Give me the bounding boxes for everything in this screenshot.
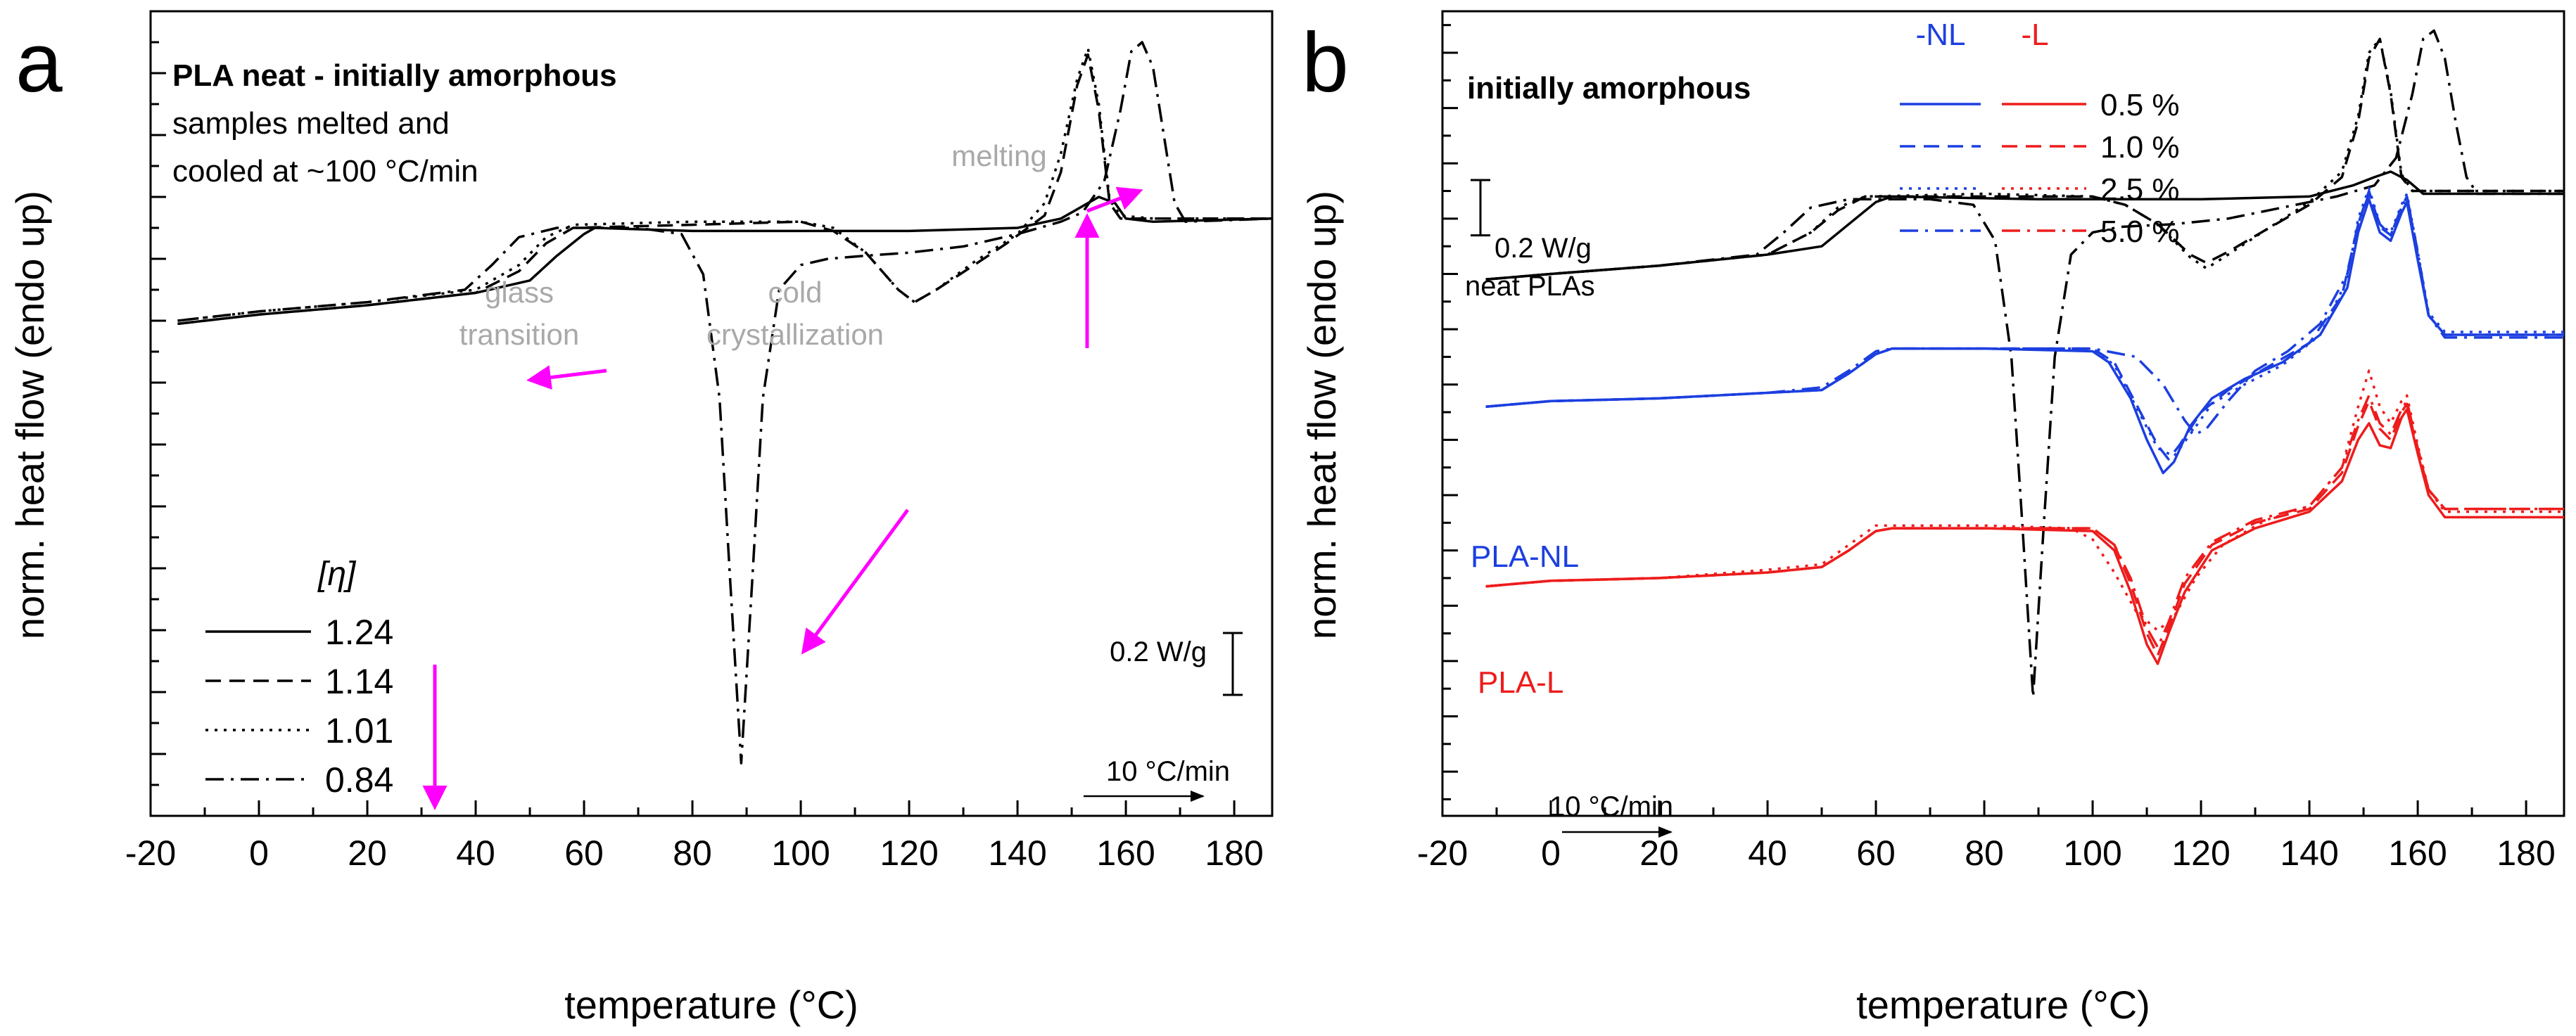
panel-b-series-dotted-10 <box>1485 369 2564 632</box>
panel-a-xtick-label: 120 <box>880 833 938 873</box>
panel-a-ylabel: norm. heat flow (endo up) <box>8 191 52 639</box>
legend-header-nl: -NL <box>1916 18 1966 52</box>
panel-a-series-dashdot-3 <box>177 41 1273 765</box>
panel-b-scale-label: 0.2 W/g <box>1495 233 1592 264</box>
legend-b-level-label: 2.5 % <box>2100 172 2180 207</box>
glass-label-1: glass <box>485 276 554 309</box>
panel-a-subtitle-1: samples melted and <box>172 106 450 141</box>
panel-a-xtick-label: 40 <box>456 833 495 873</box>
panel-b-ticks <box>1441 24 2527 816</box>
glass-label-2: transition <box>459 318 579 351</box>
panel-a-subtitle-2: cooled at ~100 °C/min <box>172 154 478 188</box>
panel-a-ticks <box>149 10 1236 817</box>
panel-a-xtick-label: 20 <box>348 833 387 873</box>
label-neat-plas: neat PLAs <box>1465 271 1595 302</box>
panel-a-xtick-label: 160 <box>1096 833 1155 873</box>
panel-a-series <box>177 41 1273 765</box>
panel-b-scale-bar <box>1471 179 1490 237</box>
panel-b-xtick-label: 140 <box>2280 833 2338 873</box>
melting-label: melting <box>951 139 1046 172</box>
panel-b-xtick-label: 40 <box>1748 833 1787 873</box>
panel-a-rate-label: 10 °C/min <box>1106 756 1230 787</box>
panel-b-xtick-label: 80 <box>1965 833 2004 873</box>
panel-b: b -20 0 20 40 60 80 100 120 140 160 180 initially … <box>1300 10 2565 1027</box>
glass-arrow <box>526 365 607 390</box>
panel-b-series-dashdot-3 <box>1485 29 2564 698</box>
panel-a-xtick-label: 100 <box>771 833 830 873</box>
cold-arrow <box>801 509 910 655</box>
panel-b-frame <box>1441 10 2565 817</box>
panel-b-xtick-label: 0 <box>1541 833 1561 873</box>
legend-b-level-label: 5.0 % <box>2100 215 2180 249</box>
panel-b-xtick-label: 100 <box>2063 833 2121 873</box>
legend-b-level-label: 0.5 % <box>2100 88 2180 122</box>
panel-b-series <box>1485 29 2564 698</box>
legend-title-eta: [η] <box>317 556 357 593</box>
panel-b-series-solid-0 <box>1485 170 2564 281</box>
panel-a-legend: 1.24 1.14 1.01 0.84 <box>205 613 393 800</box>
panel-b-series-solid-4 <box>1485 198 2564 475</box>
panel-a-series-dashed-1 <box>177 53 1272 326</box>
panel-a-title: PLA neat - initially amorphous <box>172 58 617 93</box>
panel-b-legend: 0.5 % 1.0 % 2.5 % 5.0 % <box>1900 88 2180 249</box>
melting-arrow-right <box>1086 186 1143 213</box>
panel-b-series-dashed-9 <box>1485 399 2564 657</box>
panel-b-tick-labels: -20 0 20 40 60 80 100 120 140 160 180 <box>1417 833 2556 873</box>
panel-b-series-dashdot-7 <box>1485 192 2564 436</box>
legend-header-l: -L <box>2021 18 2048 52</box>
legend-a-label: 0.84 <box>325 760 393 800</box>
panel-b-series-solid-8 <box>1485 408 2564 665</box>
panel-a-scale-label: 0.2 W/g <box>1110 637 1207 667</box>
cold-label-2: crystallization <box>706 318 884 351</box>
panel-b-xtick-label: 160 <box>2388 833 2447 873</box>
legend-a-label: 1.01 <box>325 711 393 750</box>
cold-label-1: cold <box>768 276 822 309</box>
panel-a-xtick-label: 140 <box>988 833 1046 873</box>
panel-b-xtick-label: 120 <box>2171 833 2230 873</box>
label-pla-nl: PLA-NL <box>1471 539 1579 574</box>
panel-a-letter: a <box>15 15 63 110</box>
panel-b-xtick-label: 60 <box>1856 833 1896 873</box>
panel-b-series-dashed-1 <box>1485 37 2564 281</box>
label-pla-l: PLA-L <box>1478 665 1563 700</box>
panel-b-xtick-label: -20 <box>1417 833 1468 873</box>
panel-b-xlabel: temperature (°C) <box>1856 983 2150 1027</box>
legend-a-label: 1.14 <box>325 662 393 701</box>
panel-b-letter: b <box>1302 15 1349 110</box>
panel-b-xtick-label: 20 <box>1639 833 1679 873</box>
panel-a: a -20 0 20 40 60 80 100 120 140 160 180 PLA neat -… <box>8 10 1274 1027</box>
legend-a-label: 1.24 <box>325 613 393 652</box>
panel-a-xtick-label: 180 <box>1205 833 1263 873</box>
panel-a-tick-labels: -20 0 20 40 60 80 100 120 140 160 180 <box>125 833 1264 873</box>
panel-a-series-dotted-2 <box>177 47 1272 322</box>
panel-a-xtick-label: -20 <box>125 833 176 873</box>
panel-b-title: initially amorphous <box>1467 71 1751 105</box>
panel-a-xtick-label: 0 <box>249 833 269 873</box>
panel-a-scale-bar <box>1223 632 1243 696</box>
panel-b-ylabel: norm. heat flow (endo up) <box>1300 191 1344 639</box>
panel-a-xtick-label: 80 <box>673 833 712 873</box>
panel-a-xtick-label: 60 <box>564 833 604 873</box>
panel-b-rate-label: 10 °C/min <box>1549 791 1673 822</box>
panel-a-xlabel: temperature (°C) <box>564 983 858 1027</box>
legend-b-level-label: 1.0 % <box>2100 130 2180 165</box>
panel-b-series-dashdot-11 <box>1485 394 2564 648</box>
panel-b-xtick-label: 180 <box>2496 833 2555 873</box>
